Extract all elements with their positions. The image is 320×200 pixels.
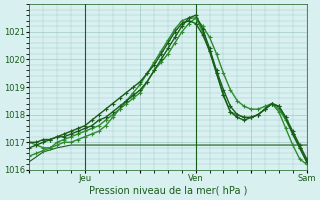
X-axis label: Pression niveau de la mer( hPa ): Pression niveau de la mer( hPa ) — [89, 186, 247, 196]
